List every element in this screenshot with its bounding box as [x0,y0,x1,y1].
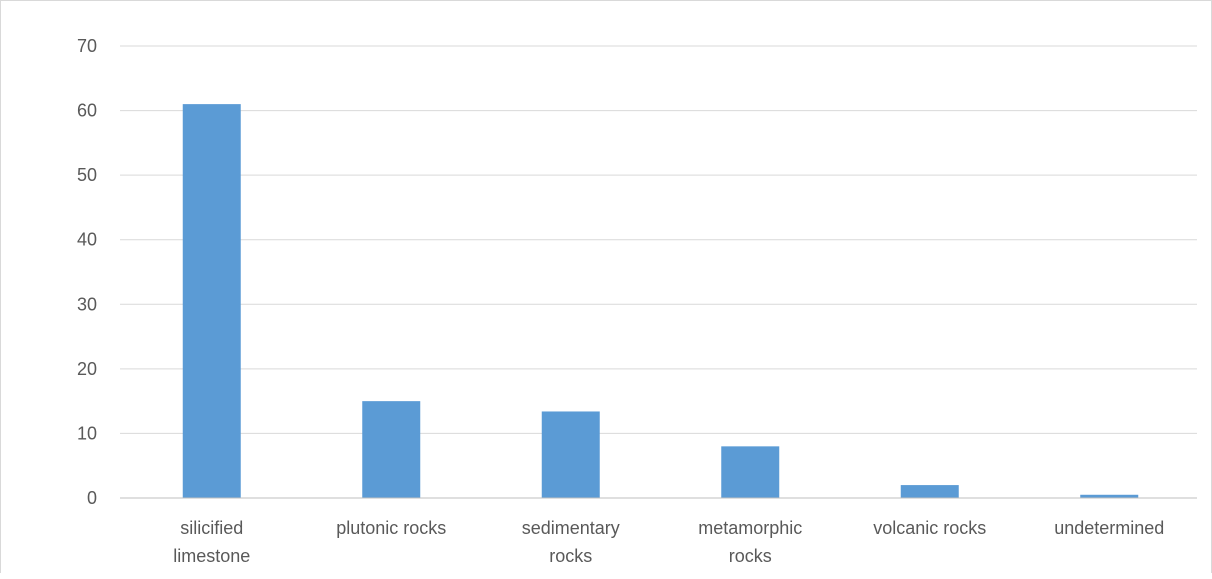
x-tick-label-line: undetermined [1054,518,1164,538]
gridlines [120,45,1197,434]
y-tick-label: 60 [77,101,97,121]
x-tick-label-line: silicified [180,518,243,538]
x-tick-label-line: rocks [729,546,772,566]
x-tick-label: undetermined [1054,518,1164,538]
y-tick-label: 40 [77,230,97,250]
y-tick-label: 20 [77,359,97,379]
bars [182,104,1139,498]
y-axis-ticks: 0 10 20 30 40 50 60 70 [77,36,97,508]
x-tick-label-line: plutonic rocks [336,518,446,538]
x-tick-label-line: sedimentary [522,518,620,538]
bar [900,485,959,498]
x-tick-label: sedimentary rocks [522,518,620,566]
bar [182,104,241,498]
x-tick-label: plutonic rocks [336,518,446,538]
x-tick-label-line: limestone [173,546,250,566]
y-tick-label: 10 [77,423,97,443]
x-tick-label-line: volcanic rocks [873,518,986,538]
x-tick-label-line: metamorphic [698,518,802,538]
y-tick-label: 0 [87,488,97,508]
x-tick-label: metamorphic rocks [698,518,802,566]
y-tick-label: 30 [77,294,97,314]
y-tick-label: 50 [77,165,97,185]
bar [362,401,421,498]
x-axis-labels: silicified limestone plutonic rocks sedimen… [173,518,1164,566]
x-tick-label-line: rocks [549,546,592,566]
bar [721,446,780,498]
x-tick-label: silicified limestone [173,518,250,566]
bar [541,411,600,498]
bar [1080,494,1139,498]
y-tick-label: 70 [77,36,97,56]
x-tick-label: volcanic rocks [873,518,986,538]
